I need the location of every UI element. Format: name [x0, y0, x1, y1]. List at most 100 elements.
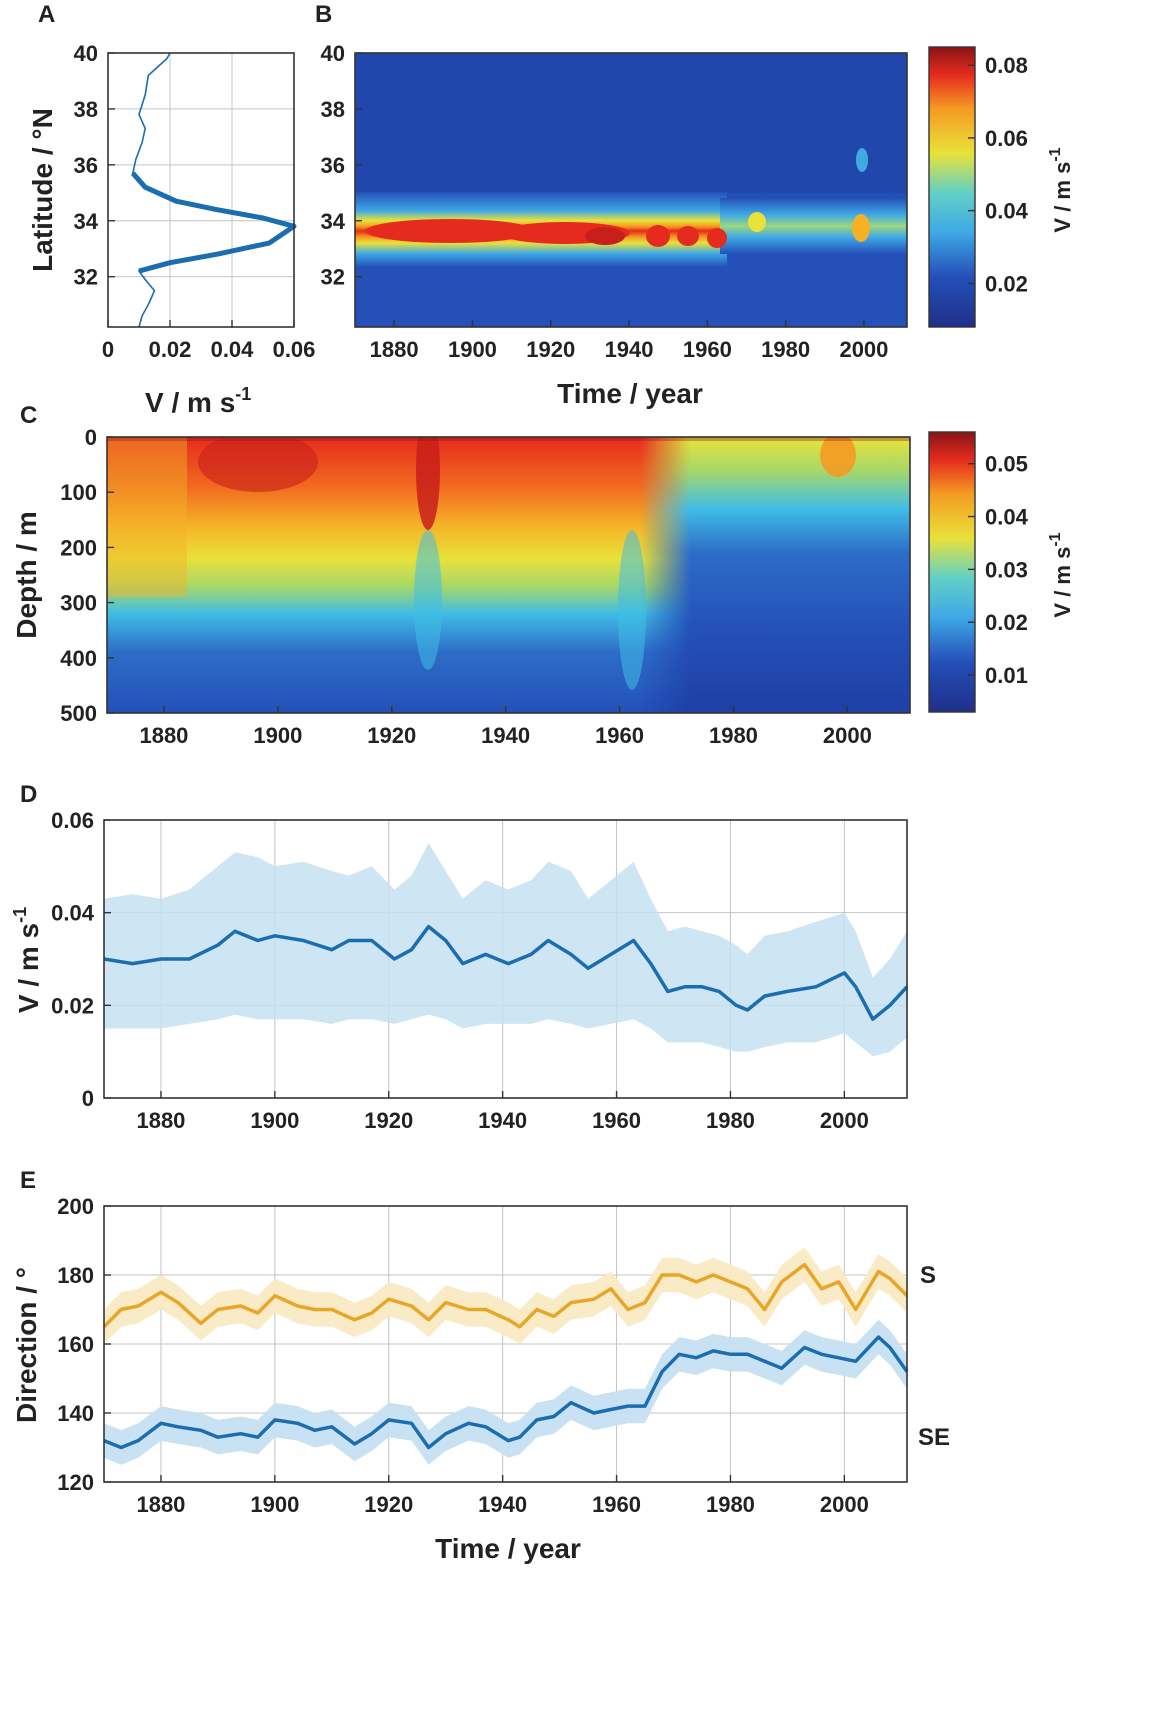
panel-d-x-ticks: 1880 1900 1920 1940 1960 1980 2000	[136, 1091, 869, 1133]
panel-c-heatmap: C 1880 1900 1920 1940 1960 1980 2000 0 100 200 30…	[11, 402, 1075, 748]
panel-d-x-tick-label: 1900	[250, 1108, 299, 1133]
panel-c-colorbar	[928, 431, 976, 713]
panel-c-y-tick-label: 400	[60, 646, 97, 671]
panel-c-x-tick-label: 1920	[367, 723, 416, 748]
panel-c-colorbar-label-sup: -1	[1047, 532, 1064, 546]
panel-e-y-tick-label: 180	[57, 1263, 94, 1288]
panel-c-x-ticks: 1880 1900 1920 1940 1960 1980 2000	[139, 706, 872, 748]
panel-b-y-tick-label: 32	[321, 265, 345, 290]
panel-d-y-tick-label: 0.06	[51, 808, 94, 833]
panel-b-plume-2000	[856, 148, 868, 172]
panel-c-surface-strip	[107, 437, 910, 441]
panel-b-cb-tick-label: 0.02	[985, 271, 1028, 296]
panel-b-cb-tick-label: 0.04	[985, 199, 1029, 224]
panel-c-cb-tick-label: 0.04	[985, 505, 1029, 530]
panel-e-x-tick-label: 1940	[478, 1492, 527, 1517]
panel-d-x-tick-label: 1920	[364, 1108, 413, 1133]
panel-b-core-1890	[365, 219, 535, 243]
panel-b-core-1935	[585, 227, 625, 245]
panel-a-y-tick-label: 38	[74, 97, 98, 122]
panel-e-side-label-s: S	[920, 1262, 936, 1289]
panel-c-core-1895	[198, 437, 318, 492]
panel-d-mean-line	[103, 924, 909, 1021]
panel-e-x-tick-label: 1880	[136, 1492, 185, 1517]
panel-d-frame	[103, 819, 908, 1099]
panel-c-y-tick-label: 0	[85, 425, 97, 450]
panel-a-frame	[107, 52, 295, 328]
panel-d-timeseries: D 1880 1900 1920 1940 1960 1980 2000 0 0.02 0.04…	[10, 781, 909, 1133]
panel-a-profile: A 0 0.02 0.04 0.06 32 34 36 38 40 V / m s-1 Lat…	[27, 1, 315, 418]
panel-e-x-tick-label: 1980	[706, 1492, 755, 1517]
panel-d-y-label-text: V / m s	[13, 923, 44, 1013]
panel-c-cb-tick-label: 0.03	[985, 557, 1028, 582]
panel-e-side-label-se: SE	[918, 1424, 950, 1451]
panel-b-x-tick-label: 1900	[448, 337, 497, 362]
panel-a-x-ticks: 0 0.02 0.04 0.06	[102, 320, 316, 362]
panel-a-y-tick-label: 36	[74, 153, 98, 178]
panel-e-timeseries: E 1880 1900 1920 1940 1960 1980 2000 120 140 160…	[11, 1167, 950, 1564]
panel-b-y-tick-label: 36	[321, 153, 345, 178]
panel-b-y-tick-label: 34	[321, 209, 346, 234]
panel-b-north-dark	[355, 53, 907, 193]
panel-a-x-tick-label: 0.06	[273, 337, 316, 362]
panel-d-x-tick-label: 1980	[706, 1108, 755, 1133]
panel-c-core-2000	[820, 437, 856, 477]
panel-b-x-tick-label: 1920	[526, 337, 575, 362]
panel-e-letter: E	[20, 1167, 36, 1194]
panel-e-y-tick-label: 120	[57, 1470, 94, 1495]
panel-b-cb-tick-label: 0.06	[985, 126, 1028, 151]
panel-d-x-tick-label: 1960	[592, 1108, 641, 1133]
panel-b-core-late	[720, 198, 907, 254]
panel-b-letter: B	[315, 1, 332, 28]
panel-c-x-tick-label: 1940	[481, 723, 530, 748]
panel-b-x-tick-label: 1880	[370, 337, 419, 362]
panel-c-dip-1927	[414, 530, 442, 670]
panel-b-colorbar-label-sup: -1	[1047, 147, 1064, 161]
panel-d-x-tick-label: 2000	[820, 1108, 869, 1133]
panel-a-y-ticks: 32 34 36 38 40	[74, 41, 115, 290]
panel-c-x-tick-label: 1980	[709, 723, 758, 748]
panel-e-x-tick-label: 1960	[592, 1492, 641, 1517]
panel-c-frame	[106, 436, 911, 714]
panel-a-plot-area	[108, 53, 294, 327]
panel-c-x-tick-label: 1960	[595, 723, 644, 748]
panel-b-core-1973	[748, 212, 766, 232]
panel-d-x-tick-label: 1940	[478, 1108, 527, 1133]
panel-e-y-tick-label: 160	[57, 1332, 94, 1357]
panel-a-x-label-sup: -1	[235, 384, 251, 404]
panel-b-core-1948	[646, 225, 670, 247]
panel-c-x-tick-label: 1900	[253, 723, 302, 748]
panel-a-y-tick-label: 32	[74, 265, 98, 290]
panel-c-letter: C	[20, 402, 37, 429]
panel-d-y-tick-label: 0	[82, 1086, 94, 1111]
panel-b-x-tick-label: 1960	[683, 337, 732, 362]
panel-d-y-label: V / m s-1	[10, 907, 44, 1013]
panel-c-y-tick-label: 500	[60, 701, 97, 726]
panel-c-y-tick-label: 300	[60, 591, 97, 616]
panel-b-colorbar-label-text: V / m s	[1050, 162, 1075, 233]
panel-d-uncertainty-band	[104, 843, 907, 1057]
panel-e-x-tick-label: 1900	[250, 1492, 299, 1517]
panel-c-colorbar-ticks: 0.01 0.02 0.03 0.04 0.05	[968, 452, 1029, 688]
panel-b-heatmap: B 1880 1900 1920 1940 1960 1980 2000 32 34 36 38 4…	[315, 1, 1075, 409]
panel-c-cb-tick-label: 0.01	[985, 663, 1028, 688]
panel-e-se-line	[103, 1335, 909, 1450]
panel-c-late-field	[640, 437, 910, 713]
panel-c-x-tick-label: 2000	[823, 723, 872, 748]
panel-b-core-1962	[707, 228, 727, 248]
panel-d-x-tick-label: 1880	[136, 1108, 185, 1133]
panel-e-y-tick-label: 200	[57, 1194, 94, 1219]
panel-a-y-tick-label: 34	[74, 209, 99, 234]
panel-a-profile-core	[130, 171, 297, 274]
panel-d-y-ticks: 0 0.02 0.04 0.06	[51, 808, 111, 1111]
panel-e-y-ticks: 120 140 160 180 200	[57, 1194, 111, 1495]
panel-c-colorbar-label: V / m s-1	[1047, 532, 1075, 617]
panel-b-colorbar-label: V / m s-1	[1047, 147, 1075, 232]
panel-b-x-ticks: 1880 1900 1920 1940 1960 1980 2000	[370, 320, 888, 362]
panel-d-y-label-sup: -1	[10, 907, 30, 923]
panel-b-y-tick-label: 38	[321, 97, 345, 122]
panel-c-colorbar-label-text: V / m s	[1050, 547, 1075, 618]
panel-e-y-label: Direction / °	[11, 1267, 42, 1423]
panel-e-s-line	[102, 1262, 909, 1329]
